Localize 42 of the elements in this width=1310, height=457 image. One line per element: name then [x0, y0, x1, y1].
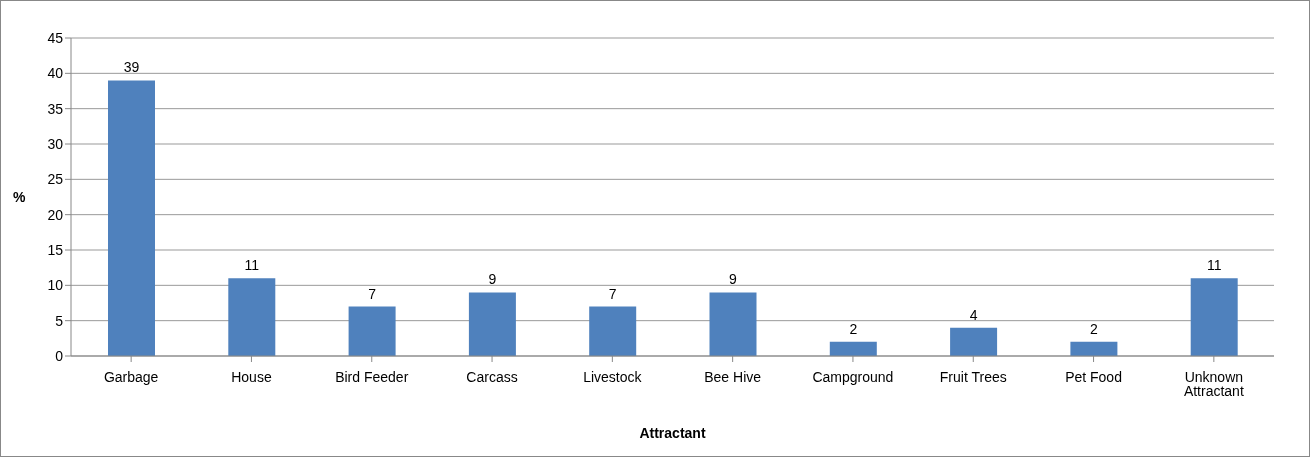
bar [829, 341, 877, 356]
bar [348, 306, 396, 356]
data-label: 2 [1090, 320, 1098, 337]
y-tick-label: 35 [47, 100, 64, 117]
x-tick-label: Unknown Attractant [1183, 368, 1244, 399]
y-axis-title: % [13, 188, 26, 205]
y-tick-label: 0 [55, 347, 64, 364]
data-label: 39 [123, 59, 140, 76]
data-label: 9 [488, 271, 497, 288]
y-tick-label: 10 [47, 277, 64, 294]
bar [1190, 278, 1238, 356]
bar [589, 306, 637, 356]
x-tick-label: Bird Feeder [335, 368, 409, 385]
y-tick-label: 15 [47, 241, 64, 258]
data-label: 7 [368, 285, 377, 302]
bar [468, 292, 516, 356]
y-tick-label: 45 [47, 29, 64, 46]
y-tick-label: 40 [47, 65, 64, 82]
x-axis-title: Attractant [639, 425, 706, 441]
y-tick-label: 20 [47, 206, 64, 223]
bar [709, 292, 757, 356]
x-tick-label: Pet Food [1065, 368, 1122, 385]
bar [1070, 341, 1118, 356]
y-tick-label: 25 [47, 171, 64, 188]
bar [950, 327, 998, 356]
data-label: 11 [244, 257, 260, 274]
bar [108, 80, 155, 356]
data-label: 7 [608, 285, 617, 302]
x-tick-label: Bee Hive [704, 368, 762, 385]
data-label: 2 [849, 320, 858, 337]
x-tick-label: House [231, 368, 272, 385]
bar [228, 278, 276, 356]
x-tick-label: Campground [812, 368, 894, 385]
x-tick-label: Fruit Trees [939, 368, 1007, 385]
data-label: 9 [729, 271, 738, 288]
x-tick-label: Livestock [583, 368, 643, 385]
y-tick-label: 5 [55, 312, 64, 329]
data-label: 11 [1206, 257, 1222, 274]
x-tick-label: Garbage [103, 368, 159, 385]
x-tick-label: Carcass [466, 368, 518, 385]
y-tick-label: 30 [47, 135, 64, 152]
data-label: 4 [969, 306, 978, 323]
